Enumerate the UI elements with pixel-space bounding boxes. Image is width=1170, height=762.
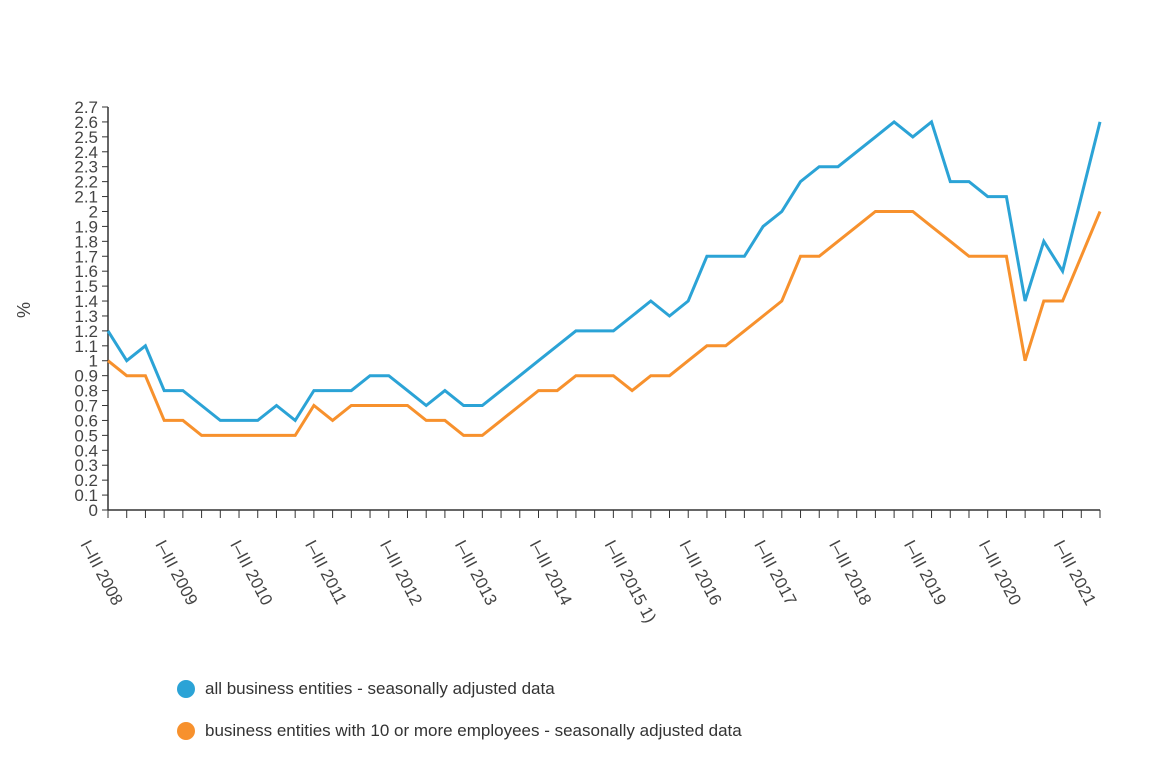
x-tick-label: I–III 2014 bbox=[526, 537, 576, 609]
line-chart: 00.10.20.30.40.50.60.70.80.911.11.21.31.… bbox=[14, 98, 1102, 626]
y-tick-label: 0.5 bbox=[74, 426, 98, 445]
y-tick-label: 1 bbox=[89, 352, 98, 371]
x-tick-label: I–III 2017 bbox=[750, 537, 800, 609]
x-tick-label: I–III 2010 bbox=[226, 537, 276, 609]
legend-marker-icon bbox=[177, 680, 195, 698]
y-tick-label: 0.9 bbox=[74, 367, 98, 386]
legend-item-all-entities[interactable]: all business entities - seasonally adjus… bbox=[177, 678, 742, 700]
legend-marker-icon bbox=[177, 722, 195, 740]
y-tick-label: 2.2 bbox=[74, 173, 98, 192]
y-tick-label: 0.7 bbox=[74, 397, 98, 416]
y-axis: 00.10.20.30.40.50.60.70.80.911.11.21.31.… bbox=[74, 98, 109, 520]
y-tick-label: 1.8 bbox=[74, 232, 98, 251]
x-tick-label: I–III 2009 bbox=[151, 537, 201, 609]
y-tick-label: 1.4 bbox=[74, 292, 98, 311]
y-tick-label: 1.6 bbox=[74, 262, 98, 281]
y-tick-label: 1.3 bbox=[74, 307, 98, 326]
y-tick-label: 2.1 bbox=[74, 188, 98, 207]
x-tick-label: I–III 2018 bbox=[825, 537, 875, 609]
x-tick-label: I–III 2013 bbox=[451, 537, 501, 609]
y-tick-label: 0.4 bbox=[74, 441, 98, 460]
y-tick-label: 0 bbox=[89, 501, 98, 520]
y-tick-label: 1.1 bbox=[74, 337, 98, 356]
y-tick-label: 2.7 bbox=[74, 98, 98, 117]
y-tick-label: 0.6 bbox=[74, 411, 98, 430]
legend: all business entities - seasonally adjus… bbox=[177, 678, 742, 762]
y-tick-label: 0.3 bbox=[74, 456, 98, 475]
legend-label: business entities with 10 or more employ… bbox=[205, 721, 742, 740]
x-tick-label: I–III 2020 bbox=[975, 537, 1025, 609]
x-tick-label: I–III 2019 bbox=[900, 537, 950, 609]
series-line-1 bbox=[107, 210, 1102, 437]
y-tick-label: 1.2 bbox=[74, 322, 98, 341]
y-tick-label: 0.2 bbox=[74, 471, 98, 490]
y-tick-label: 2.6 bbox=[74, 113, 98, 132]
series-line-0 bbox=[106, 119, 1102, 423]
x-tick-label: I–III 2015 1) bbox=[601, 537, 660, 626]
y-tick-label: 0.1 bbox=[74, 486, 98, 505]
y-tick-label: 2.3 bbox=[74, 158, 98, 177]
y-tick-label: 0.8 bbox=[74, 382, 98, 401]
y-tick-label: 2 bbox=[89, 202, 98, 221]
y-tick-label: 1.9 bbox=[74, 217, 98, 236]
x-tick-label: I–III 2012 bbox=[376, 537, 426, 609]
series-lines bbox=[106, 119, 1102, 437]
x-tick-label: I–III 2016 bbox=[675, 537, 725, 609]
y-tick-label: 1.7 bbox=[74, 247, 98, 266]
y-tick-label: 2.4 bbox=[74, 143, 98, 162]
x-tick-label: I–III 2008 bbox=[76, 537, 126, 609]
y-tick-label: 2.5 bbox=[74, 128, 98, 147]
legend-label: all business entities - seasonally adjus… bbox=[205, 679, 555, 698]
y-axis-title: % bbox=[14, 302, 34, 318]
legend-item-10-plus-employees[interactable]: business entities with 10 or more employ… bbox=[177, 720, 742, 742]
y-tick-label: 1.5 bbox=[74, 277, 98, 296]
x-tick-label: I–III 2021 bbox=[1050, 537, 1100, 609]
x-axis: I–III 2008 I–III 2009 I–III 2010 I–III 2011… bbox=[76, 509, 1101, 626]
x-tick-label: I–III 2011 bbox=[301, 537, 350, 607]
